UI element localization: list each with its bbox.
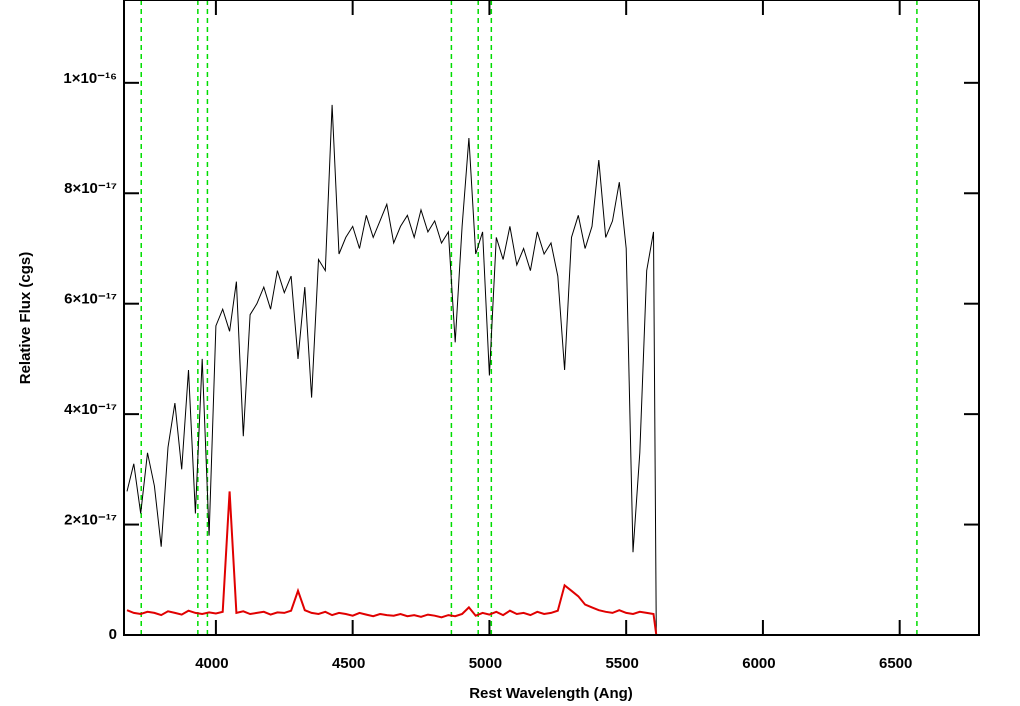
spectrum-line bbox=[126, 104, 979, 636]
y-tick-label: 6×10⁻¹⁷ bbox=[64, 291, 117, 308]
y-tick-label: 4×10⁻¹⁷ bbox=[64, 401, 117, 418]
y-tick-label: 1×10⁻¹⁶ bbox=[63, 70, 117, 87]
x-tick-label: 6500 bbox=[879, 655, 912, 672]
x-tick-label: 4000 bbox=[195, 655, 228, 672]
y-tick-label: 0 bbox=[109, 626, 117, 643]
x-tick-label: 4500 bbox=[332, 655, 365, 672]
x-tick-label: 5500 bbox=[605, 655, 638, 672]
y-tick-label: 8×10⁻¹⁷ bbox=[64, 180, 117, 197]
spectrum-line bbox=[126, 491, 979, 636]
x-tick-label: 6000 bbox=[742, 655, 775, 672]
plot-frame bbox=[123, 0, 980, 636]
y-tick-label: 2×10⁻¹⁷ bbox=[64, 512, 117, 529]
x-axis-label: Rest Wavelength (Ang) bbox=[469, 685, 633, 702]
x-tick-label: 5000 bbox=[469, 655, 502, 672]
y-axis-label: Relative Flux (cgs) bbox=[17, 252, 34, 385]
